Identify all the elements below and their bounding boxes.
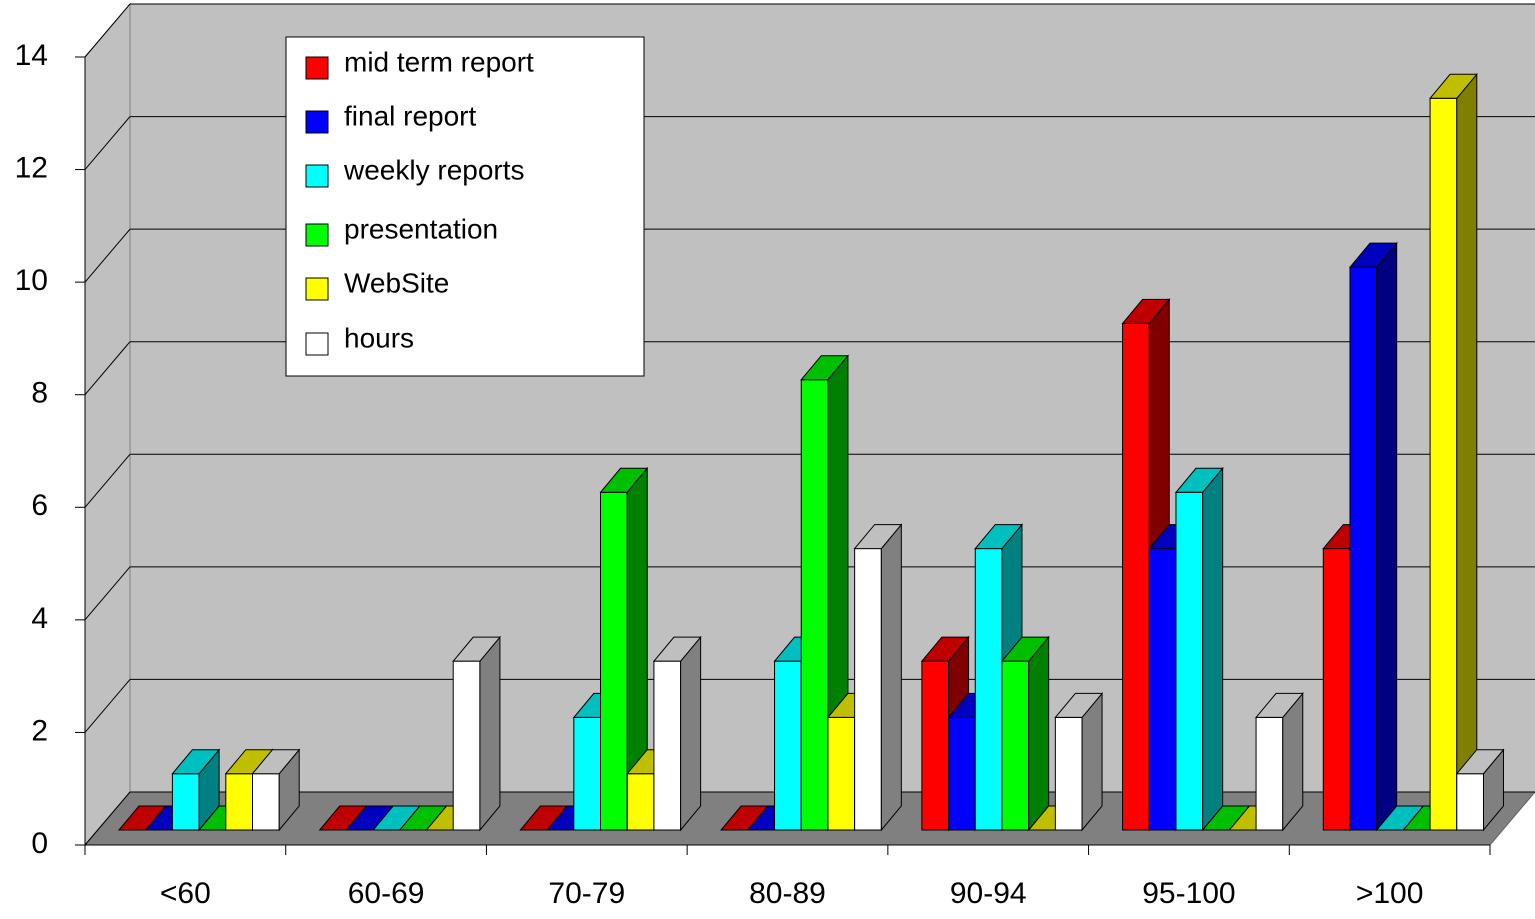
y-tick-label: 2 bbox=[31, 714, 48, 747]
bar-top bbox=[599, 467, 649, 493]
bar-top bbox=[452, 636, 501, 662]
y-tick-label: 8 bbox=[31, 377, 48, 410]
legend-label: hours bbox=[344, 322, 414, 353]
legend-swatch bbox=[305, 223, 329, 247]
grid-line bbox=[84, 116, 131, 170]
bar-top bbox=[1121, 298, 1171, 324]
legend-swatch bbox=[305, 56, 329, 80]
legend-label: mid term report bbox=[344, 46, 534, 77]
bar-front bbox=[452, 660, 481, 831]
bar-top bbox=[1174, 467, 1224, 493]
bar-top bbox=[1255, 692, 1304, 718]
x-tick-label: >100 bbox=[1356, 877, 1424, 910]
bar-side bbox=[1376, 241, 1398, 832]
bar-side bbox=[680, 635, 702, 832]
bar-side bbox=[1028, 635, 1050, 832]
bar-top bbox=[251, 749, 301, 775]
y-tick-label: 6 bbox=[31, 489, 48, 522]
y-tick-label: 0 bbox=[31, 827, 48, 860]
x-tick-label: 70-79 bbox=[548, 877, 625, 910]
legend-swatch bbox=[305, 110, 329, 134]
bar-front bbox=[774, 660, 802, 831]
bar-front bbox=[600, 491, 628, 831]
legend-swatch bbox=[305, 332, 329, 356]
bar-front bbox=[1148, 548, 1177, 831]
x-tick-label: 95-100 bbox=[1142, 877, 1235, 910]
grid-line bbox=[84, 228, 131, 283]
x-tick-label: 60-69 bbox=[348, 877, 425, 910]
bar-front bbox=[854, 548, 882, 831]
bar-front bbox=[921, 660, 950, 831]
legend-label: weekly reports bbox=[343, 154, 525, 185]
bar-top bbox=[853, 524, 903, 550]
x-tick-label: 80-89 bbox=[749, 877, 826, 910]
y-tick-label: 4 bbox=[31, 602, 48, 635]
left-wall bbox=[84, 2, 131, 847]
legend: mid term report final report weekly report… bbox=[285, 36, 645, 377]
bar-front bbox=[974, 548, 1003, 831]
bar-side bbox=[880, 523, 902, 832]
bar-side bbox=[1456, 72, 1478, 832]
bar-top bbox=[920, 636, 970, 662]
bar-front bbox=[171, 773, 200, 831]
bar-front bbox=[1122, 322, 1150, 831]
legend-label: final report bbox=[344, 100, 477, 131]
grid-line bbox=[84, 566, 131, 621]
bar-front bbox=[948, 716, 976, 831]
bar-top bbox=[1054, 692, 1104, 718]
bar-side bbox=[479, 635, 501, 832]
y-tick-label: 14 bbox=[15, 39, 48, 72]
grid-line bbox=[84, 341, 131, 396]
bar-top bbox=[652, 636, 702, 662]
bar-front bbox=[626, 773, 655, 831]
bar-top bbox=[171, 749, 221, 775]
bar-front bbox=[1255, 716, 1284, 831]
bar-top bbox=[1000, 636, 1050, 662]
grid-line bbox=[84, 679, 131, 733]
bar-front bbox=[653, 660, 682, 831]
bar-front bbox=[1349, 266, 1378, 831]
bar-front bbox=[1001, 660, 1030, 831]
x-tick-label: 90-94 bbox=[950, 877, 1027, 910]
bar-front bbox=[800, 379, 829, 831]
bar-top bbox=[800, 355, 850, 381]
bar-front bbox=[1429, 97, 1458, 831]
bar-front bbox=[573, 716, 602, 831]
y-tick-label: 10 bbox=[15, 264, 48, 297]
bar-top bbox=[1455, 749, 1505, 775]
bar-front bbox=[827, 716, 856, 831]
legend-box bbox=[285, 36, 645, 377]
bar-front bbox=[1054, 716, 1083, 831]
legend-swatch bbox=[305, 164, 329, 188]
grid-line bbox=[84, 791, 131, 846]
bar-top bbox=[1429, 73, 1478, 99]
bar-side bbox=[1202, 466, 1224, 832]
x-tick-label: <60 bbox=[160, 877, 211, 910]
grid-line bbox=[84, 3, 131, 58]
bar-front bbox=[225, 773, 254, 831]
y-tick-label: 12 bbox=[15, 151, 48, 184]
bar-top bbox=[1348, 242, 1398, 268]
bar-front bbox=[1322, 548, 1351, 831]
legend-label: presentation bbox=[344, 213, 498, 244]
bar-front bbox=[252, 773, 280, 831]
grid-line bbox=[84, 453, 131, 508]
bar-top bbox=[974, 524, 1024, 550]
bar-front bbox=[1175, 491, 1204, 831]
bar-front bbox=[1456, 773, 1484, 831]
legend-swatch bbox=[305, 277, 329, 301]
legend-label: WebSite bbox=[344, 267, 449, 298]
